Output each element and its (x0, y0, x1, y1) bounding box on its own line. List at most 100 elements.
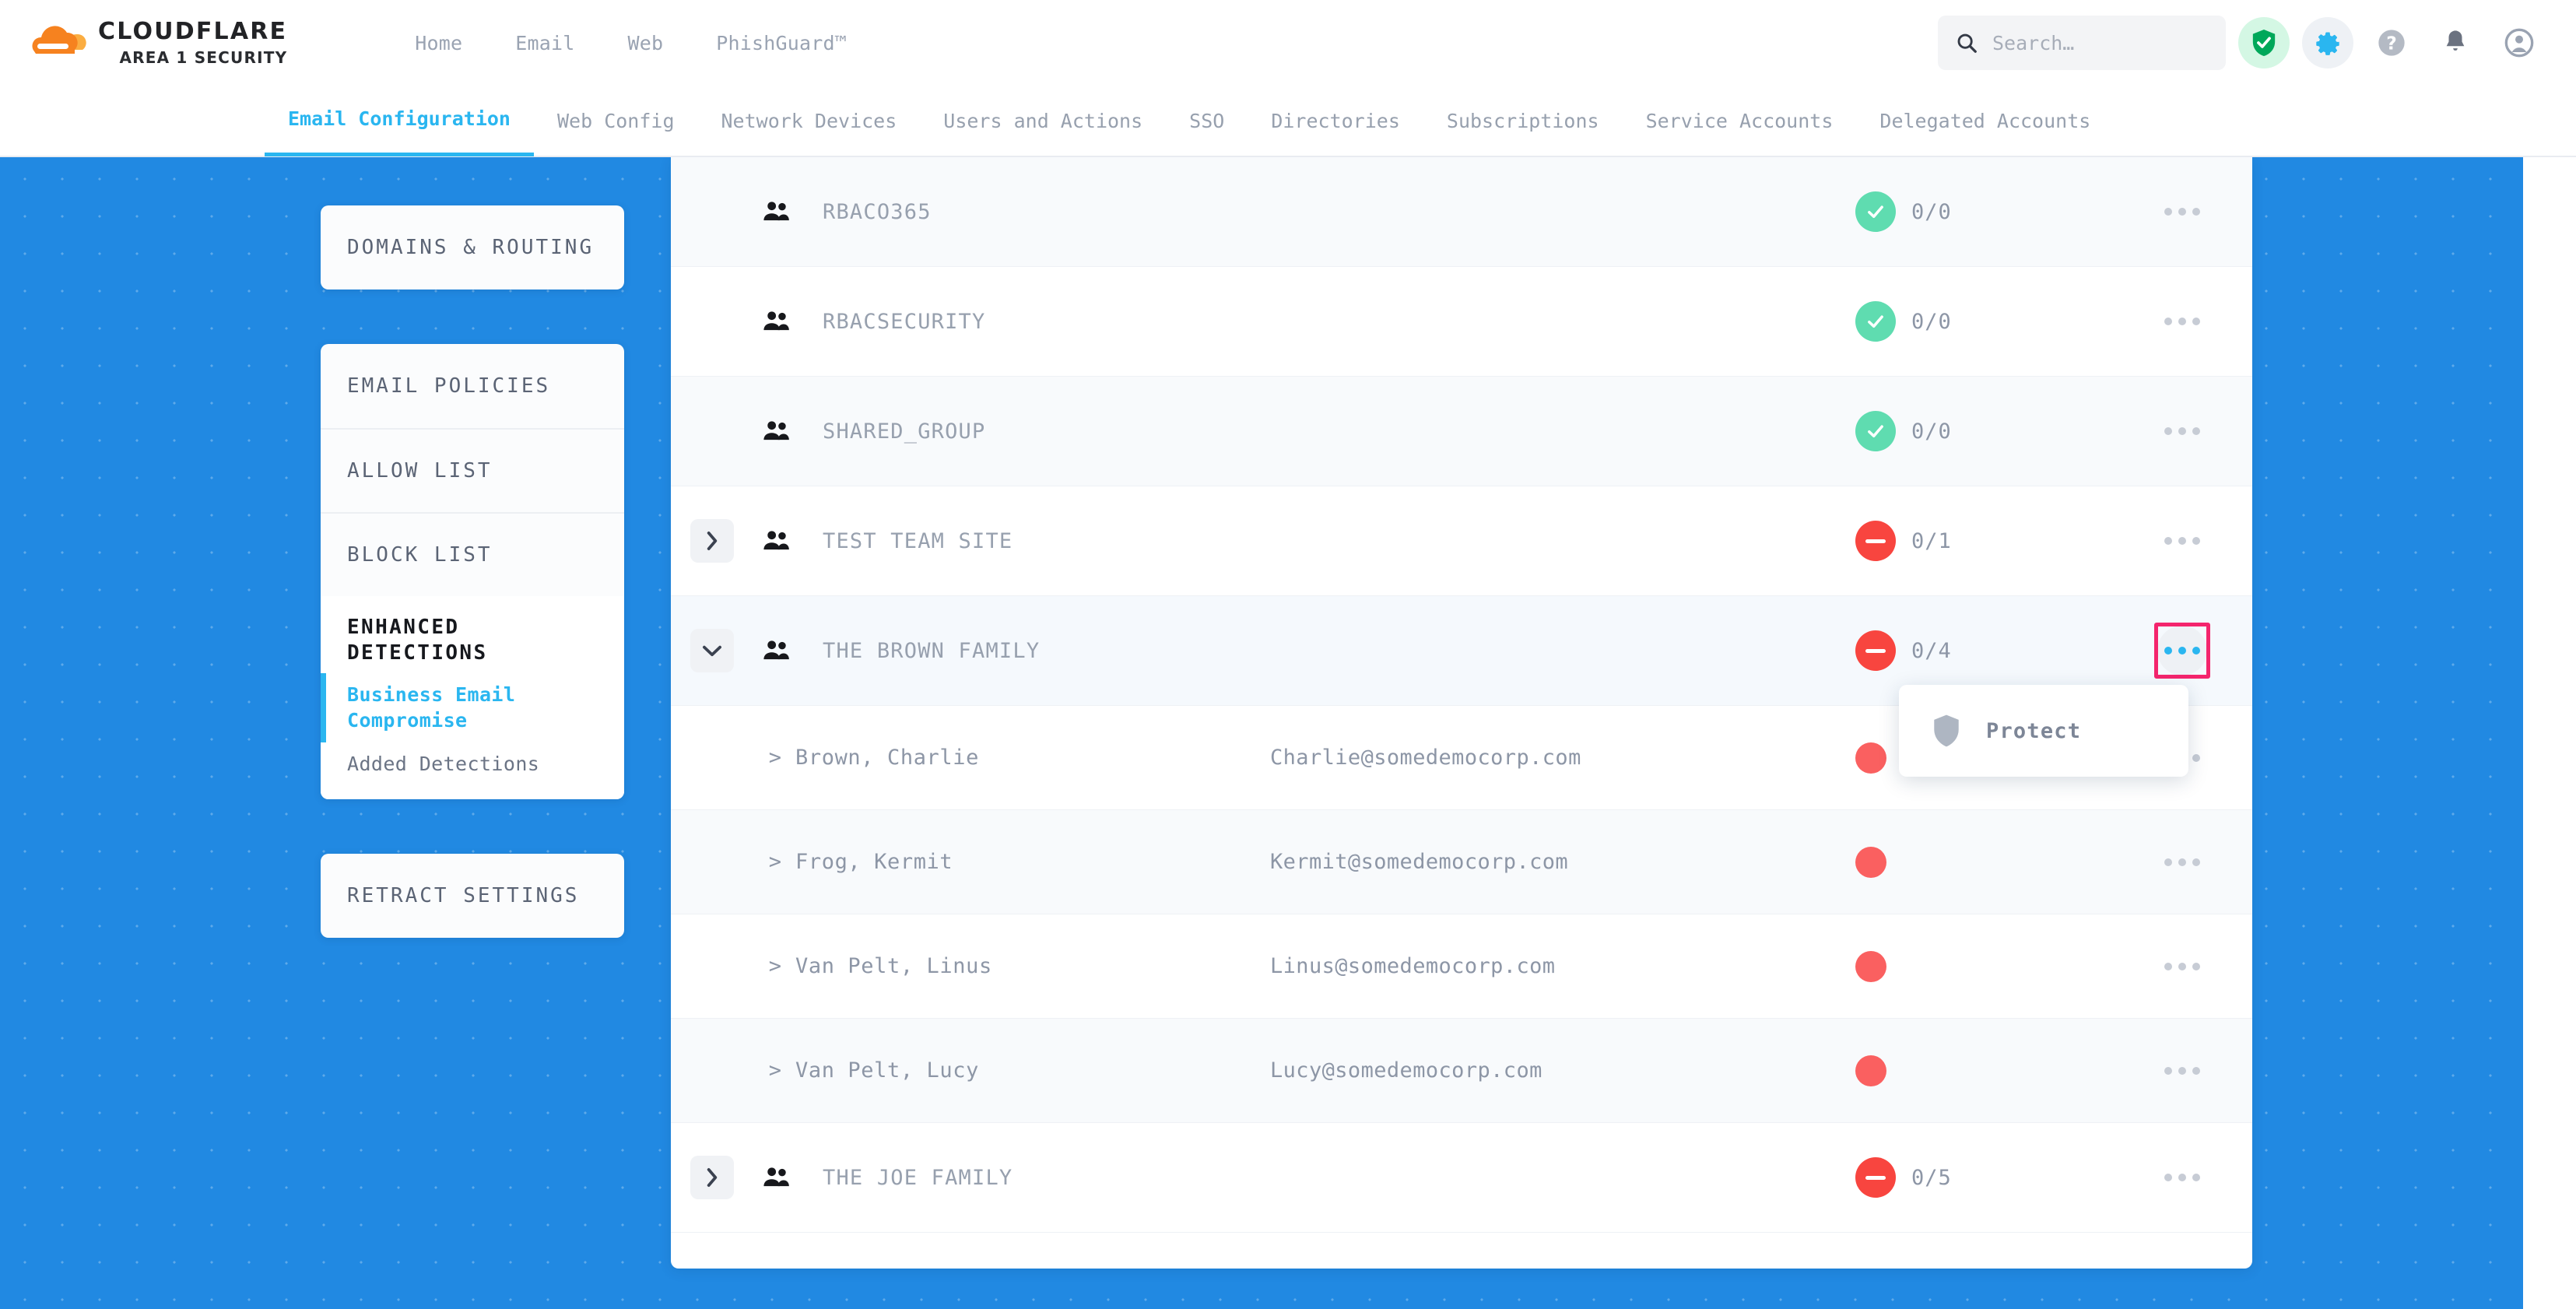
member-caret-icon[interactable]: > (768, 746, 781, 770)
member-email: Linus@somedemocorp.com (1270, 954, 1556, 978)
minus-icon (1865, 648, 1886, 653)
row-menu-cell (2112, 187, 2252, 237)
expand-toggle-button[interactable] (690, 1156, 734, 1199)
member-status-cell (1855, 742, 2112, 774)
sidebar-item-email-policies[interactable]: EMAIL POLICIES (347, 374, 551, 398)
row-menu-cell (2112, 516, 2252, 566)
member-email: Kermit@somedemocorp.com (1270, 850, 1569, 874)
member-row[interactable]: > Frog, Kermit Kermit@somedemocorp.com (671, 810, 2252, 914)
nav-item-phishguard[interactable]: PhishGuard™ (716, 31, 848, 54)
help-icon-button[interactable]: ? (2366, 17, 2417, 68)
member-caret-icon[interactable]: > (768, 850, 781, 874)
notifications-button[interactable] (2430, 17, 2481, 68)
group-name: RBACO365 (823, 199, 932, 224)
help-circle-icon: ? (2378, 30, 2405, 56)
sidebar-item-domains-routing[interactable]: DOMAINS & ROUTING (347, 236, 595, 259)
group-people-icon (753, 200, 801, 223)
member-status-cell (1855, 1055, 2112, 1086)
nav-item-web[interactable]: Web (627, 31, 664, 54)
row-menu-button[interactable] (2157, 187, 2207, 237)
group-people-icon (753, 310, 801, 333)
tab-delegated-accounts[interactable]: Delegated Accounts (1879, 109, 2091, 132)
context-menu-item-protect[interactable]: Protect (1986, 718, 2082, 743)
member-row[interactable]: > Van Pelt, Linus Linus@somedemocorp.com (671, 914, 2252, 1019)
tab-web-config[interactable]: Web Config (556, 109, 675, 132)
row-context-menu: Protect (1899, 685, 2188, 777)
table-row[interactable]: RBACO365 0/0 (671, 157, 2252, 267)
minus-icon (1865, 1175, 1886, 1180)
sidebar-group-enhanced-detections: ENHANCED DETECTIONS Business Email Compr… (321, 596, 624, 799)
shield-icon (1934, 714, 1959, 747)
sidebar-item-added-detections[interactable]: Added Detections (347, 753, 540, 775)
member-name: Van Pelt, Lucy (795, 1058, 979, 1083)
sidebar-item-block-list[interactable]: BLOCK LIST (321, 512, 624, 596)
shield-check-icon-button[interactable] (2238, 17, 2290, 68)
search-input[interactable]: Search… (1938, 16, 2226, 70)
member-name: Frog, Kermit (795, 850, 953, 874)
table-row[interactable]: RBACSECURITY 0/0 (671, 267, 2252, 377)
nav-item-email[interactable]: Email (515, 31, 575, 54)
tab-users-and-actions[interactable]: Users and Actions (943, 109, 1143, 132)
member-caret-icon[interactable]: > (768, 1058, 781, 1083)
gear-icon (2316, 32, 2339, 55)
row-menu-button[interactable] (2157, 1153, 2207, 1202)
row-menu-button[interactable] (2157, 406, 2207, 456)
member-status-cell (1855, 950, 2112, 982)
row-menu-cell (2112, 623, 2252, 679)
member-caret-icon[interactable]: > (768, 954, 781, 978)
user-account-button[interactable] (2494, 17, 2545, 68)
tab-email-configuration[interactable]: Email Configuration (265, 85, 534, 156)
status-cell: 0/1 (1855, 521, 2112, 561)
row-menu-button[interactable] (2157, 516, 2207, 566)
status-badge-ok (1855, 191, 1896, 232)
table-row[interactable]: THE JOE FAMILY 0/5 (671, 1123, 2252, 1233)
check-icon (1868, 315, 1883, 328)
status-dot-unprotected (1855, 846, 1886, 878)
status-cell: 0/4 (1855, 630, 2112, 671)
protected-ratio: 0/5 (1911, 1165, 1952, 1190)
status-badge-unprotected (1855, 1157, 1896, 1198)
row-menu-button[interactable] (2157, 297, 2207, 346)
brand-name: CLOUDFLARE (98, 18, 288, 45)
expand-cell (671, 629, 753, 672)
status-badge-unprotected (1855, 630, 1896, 671)
table-row[interactable]: SHARED_GROUP 0/0 (671, 377, 2252, 486)
row-menu-button[interactable] (2157, 1046, 2207, 1096)
sidebar-item-business-email-compromise[interactable]: Business Email Compromise (321, 673, 624, 742)
row-menu-button[interactable] (2157, 942, 2207, 991)
tab-directories[interactable]: Directories (1271, 109, 1400, 132)
status-dot-unprotected (1855, 742, 1886, 774)
minus-icon (1865, 539, 1886, 543)
row-menu-button-active[interactable] (2157, 626, 2207, 676)
member-name: Van Pelt, Linus (795, 954, 992, 978)
group-name: TEST TEAM SITE (823, 528, 1013, 553)
sidebar-item-allow-list[interactable]: ALLOW LIST (321, 428, 624, 512)
protected-ratio: 0/0 (1911, 199, 1952, 224)
group-name: THE BROWN FAMILY (823, 638, 1041, 663)
collapse-toggle-button[interactable] (690, 629, 734, 672)
member-row[interactable]: > Van Pelt, Lucy Lucy@somedemocorp.com (671, 1019, 2252, 1123)
row-menu-cell (2112, 297, 2252, 346)
group-name: SHARED_GROUP (823, 419, 986, 444)
member-email: Lucy@somedemocorp.com (1270, 1058, 1542, 1083)
check-icon (1868, 425, 1883, 438)
background-right-gutter (2523, 157, 2576, 1309)
sidebar-item-retract-settings[interactable]: RETRACT SETTINGS (347, 883, 580, 907)
table-row[interactable]: TEST TEAM SITE 0/1 (671, 486, 2252, 596)
expand-toggle-button[interactable] (690, 519, 734, 563)
row-menu-button[interactable] (2157, 837, 2207, 887)
brand-logo[interactable]: CLOUDFLARE AREA 1 SECURITY (26, 20, 287, 65)
group-name: THE JOE FAMILY (823, 1165, 1013, 1190)
status-badge-ok (1855, 411, 1896, 451)
tab-network-devices[interactable]: Network Devices (721, 109, 897, 132)
nav-item-home[interactable]: Home (415, 31, 463, 54)
brand-subtitle: AREA 1 SECURITY (119, 48, 288, 67)
row-menu-cell (2112, 1153, 2252, 1202)
sidebar-card-domains: DOMAINS & ROUTING (321, 205, 624, 290)
tab-subscriptions[interactable]: Subscriptions (1446, 109, 1599, 132)
gear-icon-button[interactable] (2302, 17, 2353, 68)
status-dot-unprotected (1855, 1055, 1886, 1086)
tab-service-accounts[interactable]: Service Accounts (1645, 109, 1834, 132)
top-header-bar: CLOUDFLARE AREA 1 SECURITY Home Email We… (0, 0, 2576, 86)
tab-sso[interactable]: SSO (1189, 109, 1225, 132)
